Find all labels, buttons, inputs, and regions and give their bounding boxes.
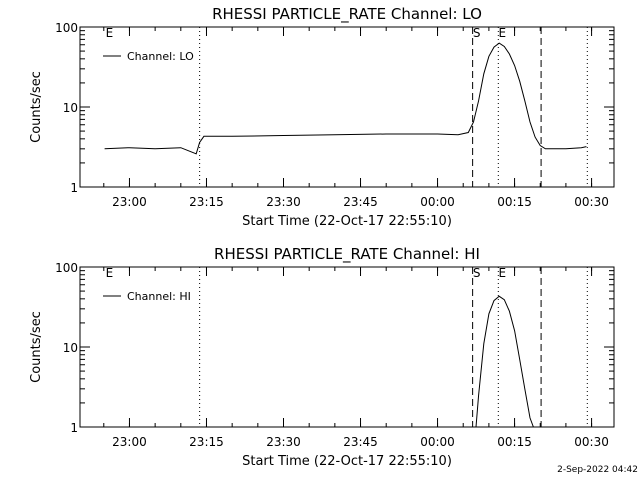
y-axis-label: Counts/sec	[29, 71, 44, 143]
y-axis-label: Counts/sec	[29, 311, 44, 383]
legend-entry: Channel: HI	[127, 290, 191, 303]
marker-label: S	[473, 26, 481, 40]
x-tick-label: 23:00	[112, 195, 147, 209]
marker-label: E	[106, 26, 114, 40]
x-tick-label: 00:30	[574, 195, 609, 209]
y-tick-label: 1	[70, 181, 78, 195]
x-tick-label: 00:00	[420, 195, 455, 209]
x-tick-label: 00:00	[420, 435, 455, 449]
x-tick-label: 23:45	[343, 435, 378, 449]
x-tick-label: 23:00	[112, 435, 147, 449]
x-tick-label: 00:30	[574, 435, 609, 449]
y-tick-label: 100	[55, 21, 78, 35]
y-tick-label: 1	[70, 421, 78, 435]
x-axis-label: Start Time (22-Oct-17 22:55:10)	[242, 214, 452, 229]
x-tick-label: 00:15	[497, 195, 532, 209]
y-tick-label: 10	[63, 101, 78, 115]
y-tick-label: 10	[63, 341, 78, 355]
x-tick-label: 23:15	[189, 435, 224, 449]
x-tick-label: 23:30	[266, 435, 301, 449]
x-tick-label: 00:15	[497, 435, 532, 449]
plot-timestamp: 2-Sep-2022 04:42	[557, 465, 638, 475]
marker-label: E	[499, 266, 507, 280]
legend-entry: Channel: LO	[127, 50, 194, 63]
x-tick-label: 23:15	[189, 195, 224, 209]
marker-label: E	[106, 266, 114, 280]
x-tick-label: 23:30	[266, 195, 301, 209]
y-tick-label: 100	[55, 261, 78, 275]
chart-title: RHESSI PARTICLE_RATE Channel: LO	[212, 5, 482, 24]
x-axis-label: Start Time (22-Oct-17 22:55:10)	[242, 454, 452, 469]
x-tick-label: 23:45	[343, 195, 378, 209]
marker-label: E	[499, 26, 507, 40]
marker-label: S	[473, 266, 481, 280]
chart-title: RHESSI PARTICLE_RATE Channel: HI	[214, 245, 480, 264]
